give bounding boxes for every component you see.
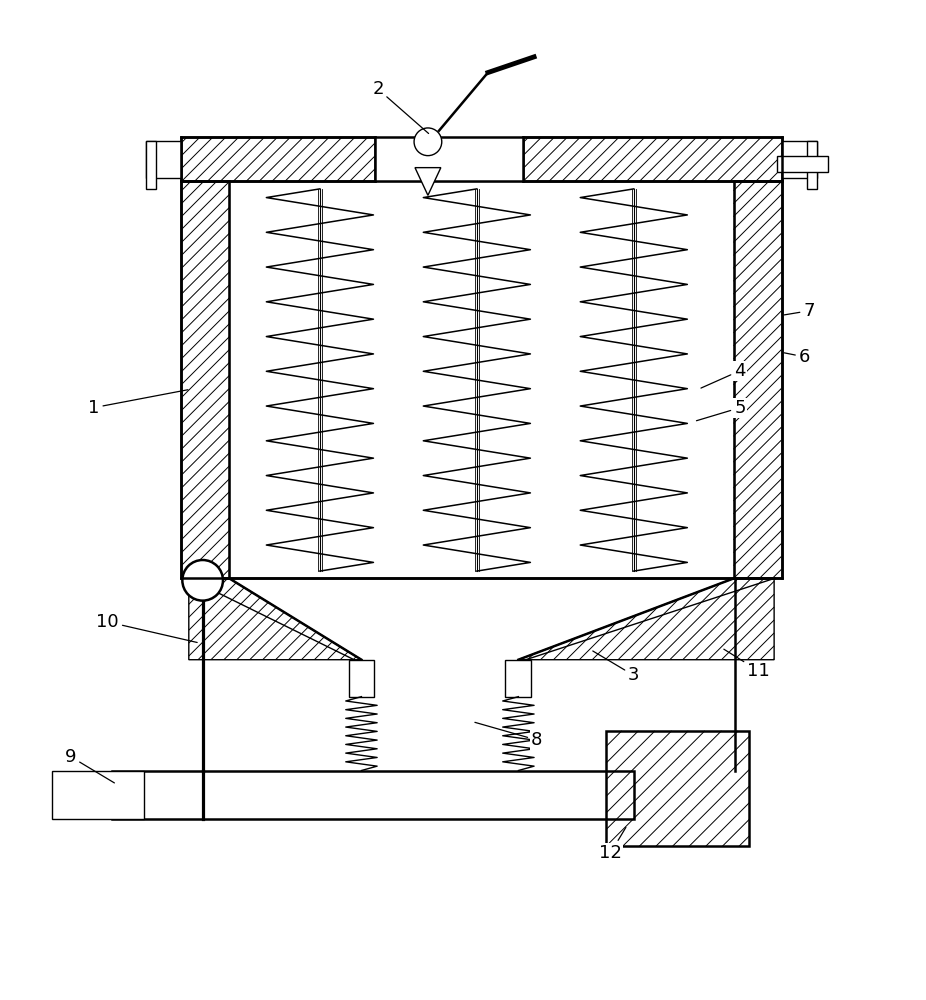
Polygon shape xyxy=(189,578,361,660)
Polygon shape xyxy=(415,168,441,195)
Bar xyxy=(782,141,817,178)
Text: 4: 4 xyxy=(701,362,745,388)
Bar xyxy=(733,181,782,578)
Text: 3: 3 xyxy=(593,651,640,684)
Text: 6: 6 xyxy=(784,348,810,366)
Bar xyxy=(112,771,633,819)
Bar xyxy=(146,141,181,178)
Text: 2: 2 xyxy=(372,80,429,133)
Bar xyxy=(146,141,156,189)
Text: 9: 9 xyxy=(65,748,115,783)
Text: 5: 5 xyxy=(696,399,745,421)
Bar xyxy=(777,156,828,172)
Text: 7: 7 xyxy=(784,302,815,320)
Bar xyxy=(375,137,523,181)
Text: 8: 8 xyxy=(475,722,543,749)
Bar xyxy=(807,141,817,189)
Text: 10: 10 xyxy=(96,613,197,642)
Bar xyxy=(523,137,782,181)
Bar xyxy=(348,660,374,697)
Circle shape xyxy=(182,560,223,601)
Bar xyxy=(230,181,733,578)
Text: 1: 1 xyxy=(88,390,188,417)
Bar xyxy=(607,731,749,846)
Polygon shape xyxy=(519,578,774,660)
Circle shape xyxy=(414,128,442,156)
Text: 12: 12 xyxy=(599,827,626,862)
Text: 11: 11 xyxy=(724,649,770,680)
Bar xyxy=(506,660,532,697)
Bar xyxy=(52,771,144,819)
Bar xyxy=(181,137,375,181)
Bar xyxy=(181,181,230,578)
